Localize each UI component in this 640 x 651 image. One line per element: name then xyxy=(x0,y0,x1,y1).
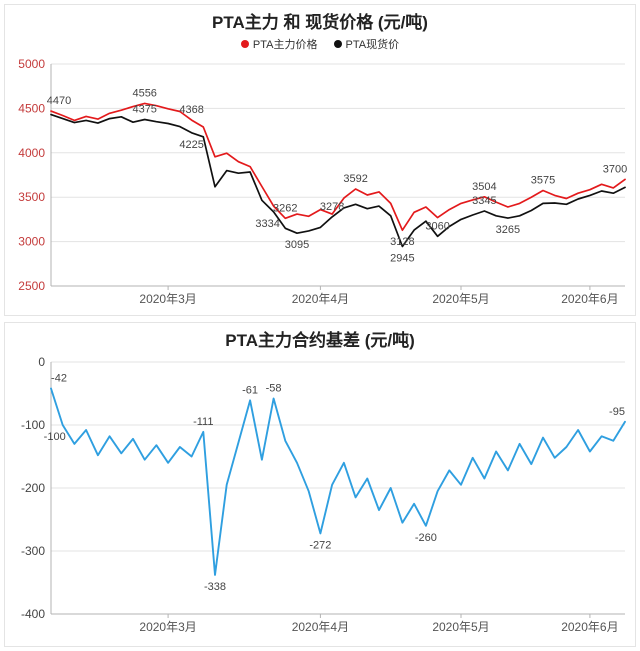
svg-text:2500: 2500 xyxy=(18,279,45,293)
svg-text:4375: 4375 xyxy=(132,104,156,116)
svg-text:3095: 3095 xyxy=(285,239,309,251)
svg-text:2020年3月: 2020年3月 xyxy=(139,620,196,634)
svg-text:5000: 5000 xyxy=(18,57,45,71)
svg-text:-272: -272 xyxy=(309,539,331,551)
svg-text:2020年4月: 2020年4月 xyxy=(292,620,349,634)
svg-text:3000: 3000 xyxy=(18,235,45,249)
legend-marker-icon xyxy=(333,40,342,48)
svg-text:2020年6月: 2020年6月 xyxy=(561,620,618,634)
svg-text:3265: 3265 xyxy=(496,224,520,236)
legend-item: PTA主力价格 xyxy=(240,36,318,52)
svg-text:2020年5月: 2020年5月 xyxy=(432,292,489,306)
basis-chart-panel: PTA主力合约基差 (元/吨) 0 -100 -200 -300 -400 2020年3月… xyxy=(4,322,636,647)
svg-text:-100: -100 xyxy=(21,418,45,432)
svg-text:4500: 4500 xyxy=(18,101,45,115)
svg-text:2020年3月: 2020年3月 xyxy=(139,292,196,306)
price-chart-canvas: 5000 4500 4000 3500 3000 2500 2020年3月 2020年4月 20… xyxy=(18,57,627,306)
svg-text:-400: -400 xyxy=(21,607,45,621)
svg-text:3278: 3278 xyxy=(320,201,344,213)
svg-text:2020年4月: 2020年4月 xyxy=(292,292,349,306)
svg-text:-58: -58 xyxy=(266,383,282,395)
svg-text:4000: 4000 xyxy=(18,146,45,160)
svg-text:3700: 3700 xyxy=(603,163,627,175)
svg-text:4470: 4470 xyxy=(47,95,71,107)
basis-chart-title: PTA主力合约基差 (元/吨) xyxy=(225,331,415,350)
svg-text:2945: 2945 xyxy=(390,253,414,265)
svg-text:-61: -61 xyxy=(242,384,258,396)
svg-text:-200: -200 xyxy=(21,481,45,495)
svg-text:-260: -260 xyxy=(415,532,437,544)
svg-text:3592: 3592 xyxy=(343,173,367,185)
price-chart-panel: PTA主力 和 现货价格 (元/吨) PTA主力价格 PTA现货价 5000 450… xyxy=(4,4,636,316)
svg-text:-338: -338 xyxy=(204,581,226,593)
svg-text:3345: 3345 xyxy=(472,195,496,207)
svg-text:-42: -42 xyxy=(51,373,67,385)
svg-text:0: 0 xyxy=(38,355,45,369)
svg-text:-100: -100 xyxy=(44,431,66,443)
svg-text:4368: 4368 xyxy=(179,104,203,116)
legend-label: PTA现货价 xyxy=(345,39,400,51)
svg-text:4556: 4556 xyxy=(132,87,156,99)
svg-text:3504: 3504 xyxy=(472,181,496,193)
svg-text:-95: -95 xyxy=(609,406,625,418)
svg-text:3262: 3262 xyxy=(273,202,297,214)
svg-text:3060: 3060 xyxy=(425,220,449,232)
svg-text:3128: 3128 xyxy=(390,236,414,248)
svg-text:3334: 3334 xyxy=(255,218,279,230)
price-chart-legend: PTA主力价格 PTA现货价 xyxy=(5,34,635,54)
legend-label: PTA主力价格 xyxy=(252,39,318,51)
svg-text:3575: 3575 xyxy=(531,175,555,187)
svg-text:4225: 4225 xyxy=(179,139,203,151)
svg-text:-300: -300 xyxy=(21,544,45,558)
svg-text:2020年5月: 2020年5月 xyxy=(432,620,489,634)
svg-text:2020年6月: 2020年6月 xyxy=(561,292,618,306)
basis-chart-canvas: 0 -100 -200 -300 -400 2020年3月 2020年4月 2020年5月 20… xyxy=(21,355,626,634)
legend-marker-icon xyxy=(240,40,249,48)
svg-text:-111: -111 xyxy=(193,416,213,428)
price-chart-title: PTA主力 和 现货价格 (元/吨) xyxy=(212,13,428,32)
svg-text:3500: 3500 xyxy=(18,190,45,204)
legend-item: PTA现货价 xyxy=(333,36,400,52)
